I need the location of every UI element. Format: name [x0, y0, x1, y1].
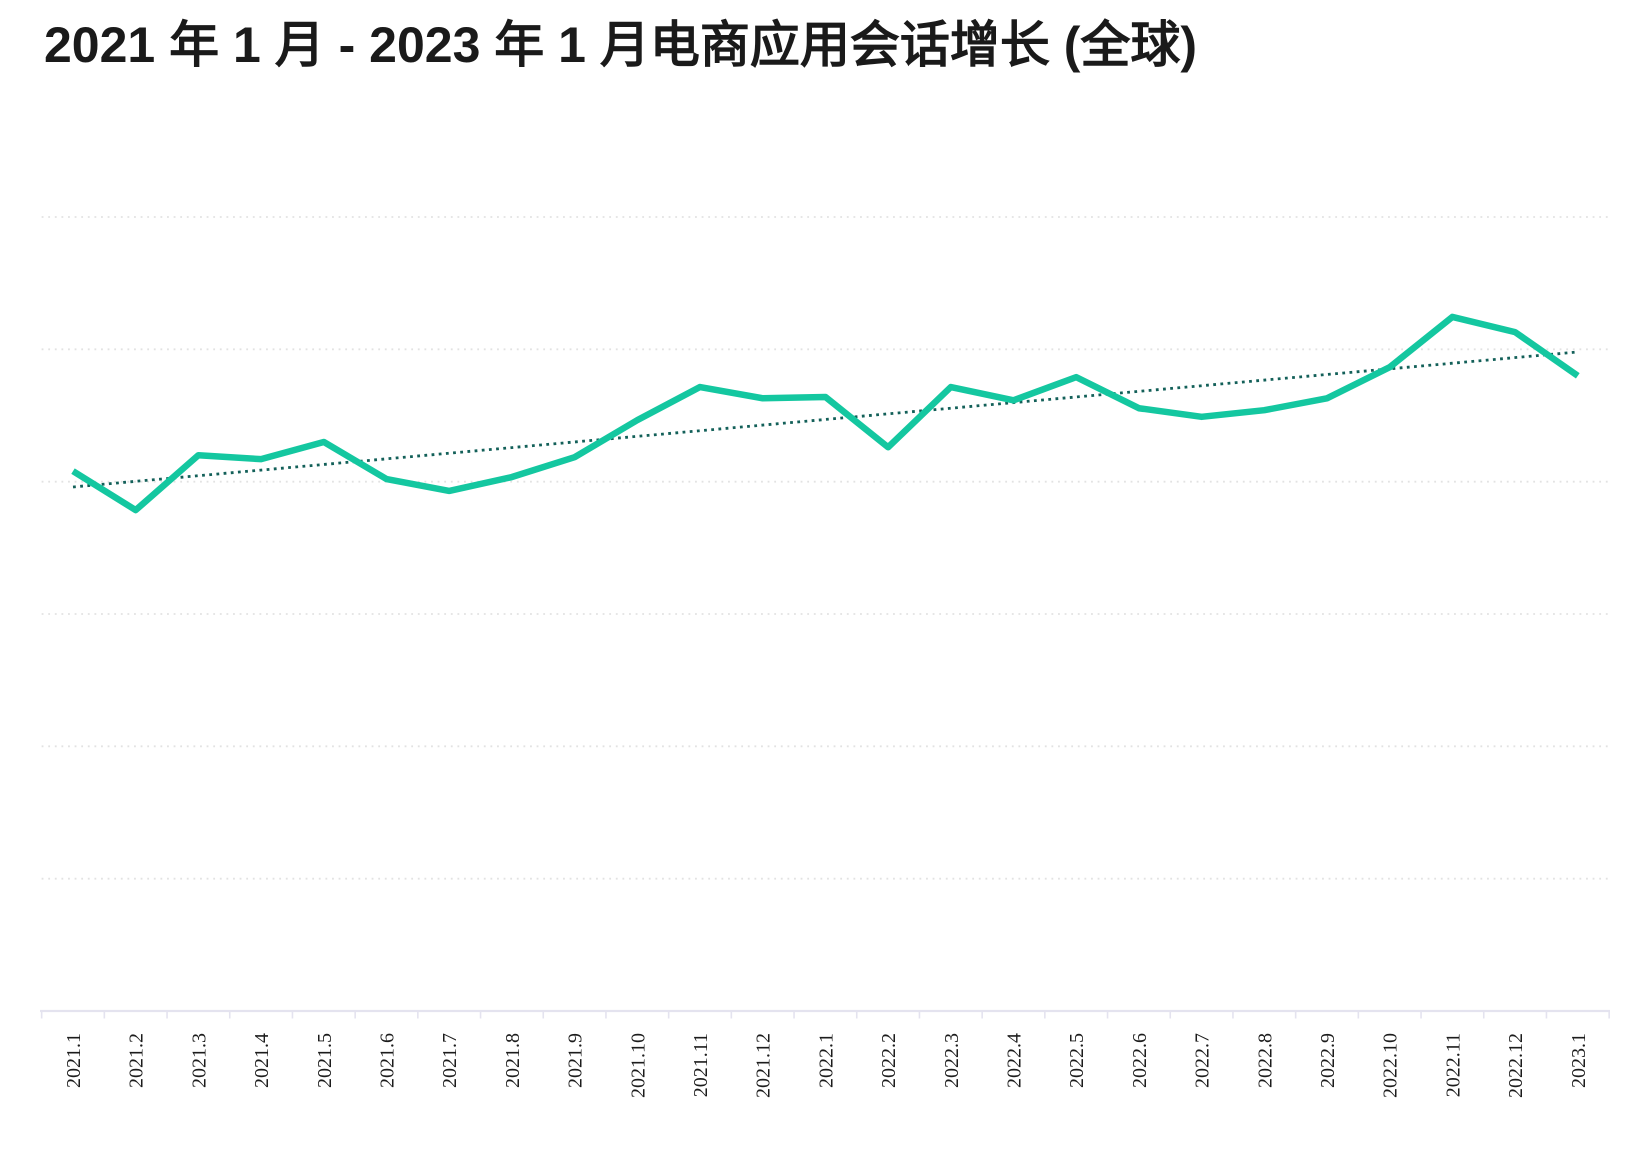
x-tick-label: 2021.3 [188, 1033, 210, 1088]
x-tick-label: 2021.7 [439, 1033, 461, 1088]
x-tick-label: 2021.8 [502, 1033, 524, 1088]
chart-title: 2021 年 1 月 - 2023 年 1 月电商应用会话增长 (全球) [44, 17, 1198, 73]
x-tick-label: 2021.5 [314, 1033, 336, 1088]
trend-line [72, 350, 1578, 489]
x-tick-label: 2022.8 [1254, 1033, 1276, 1088]
x-tick-label: 2021.4 [251, 1033, 273, 1088]
x-tick-label: 2022.1 [815, 1033, 837, 1088]
x-tick-label: 2021.12 [753, 1033, 775, 1098]
x-tick-label: 2022.4 [1004, 1033, 1026, 1088]
x-tick-label: 2023.1 [1568, 1033, 1590, 1088]
x-tick-label: 2021.2 [126, 1033, 148, 1088]
x-tick-label: 2022.10 [1380, 1033, 1402, 1098]
x-tick-label: 2022.12 [1505, 1033, 1527, 1098]
x-tick-label: 2021.10 [627, 1033, 649, 1098]
x-tick-label: 2021.11 [690, 1033, 712, 1097]
x-tick-label: 2022.6 [1129, 1033, 1151, 1088]
sessions-line [71, 313, 1580, 514]
x-axis [40, 1009, 1610, 1019]
x-tick-labels: 2021.1 2021.2 2021.3 2021.4 2021.5 2021.6 2021… [63, 1033, 1590, 1098]
x-tick-label: 2022.11 [1442, 1033, 1464, 1097]
x-tick-label: 2022.3 [941, 1033, 963, 1088]
x-tick-label: 2022.7 [1192, 1033, 1214, 1088]
x-tick-label: 2022.5 [1066, 1033, 1088, 1088]
x-tick-label: 2022.9 [1317, 1033, 1339, 1088]
x-tick-label: 2021.1 [63, 1033, 85, 1088]
x-tick-label: 2021.9 [565, 1033, 587, 1088]
y-gridlines [41, 216, 1610, 880]
x-tick-label: 2021.6 [377, 1033, 399, 1088]
x-tick-label: 2022.2 [878, 1033, 900, 1088]
